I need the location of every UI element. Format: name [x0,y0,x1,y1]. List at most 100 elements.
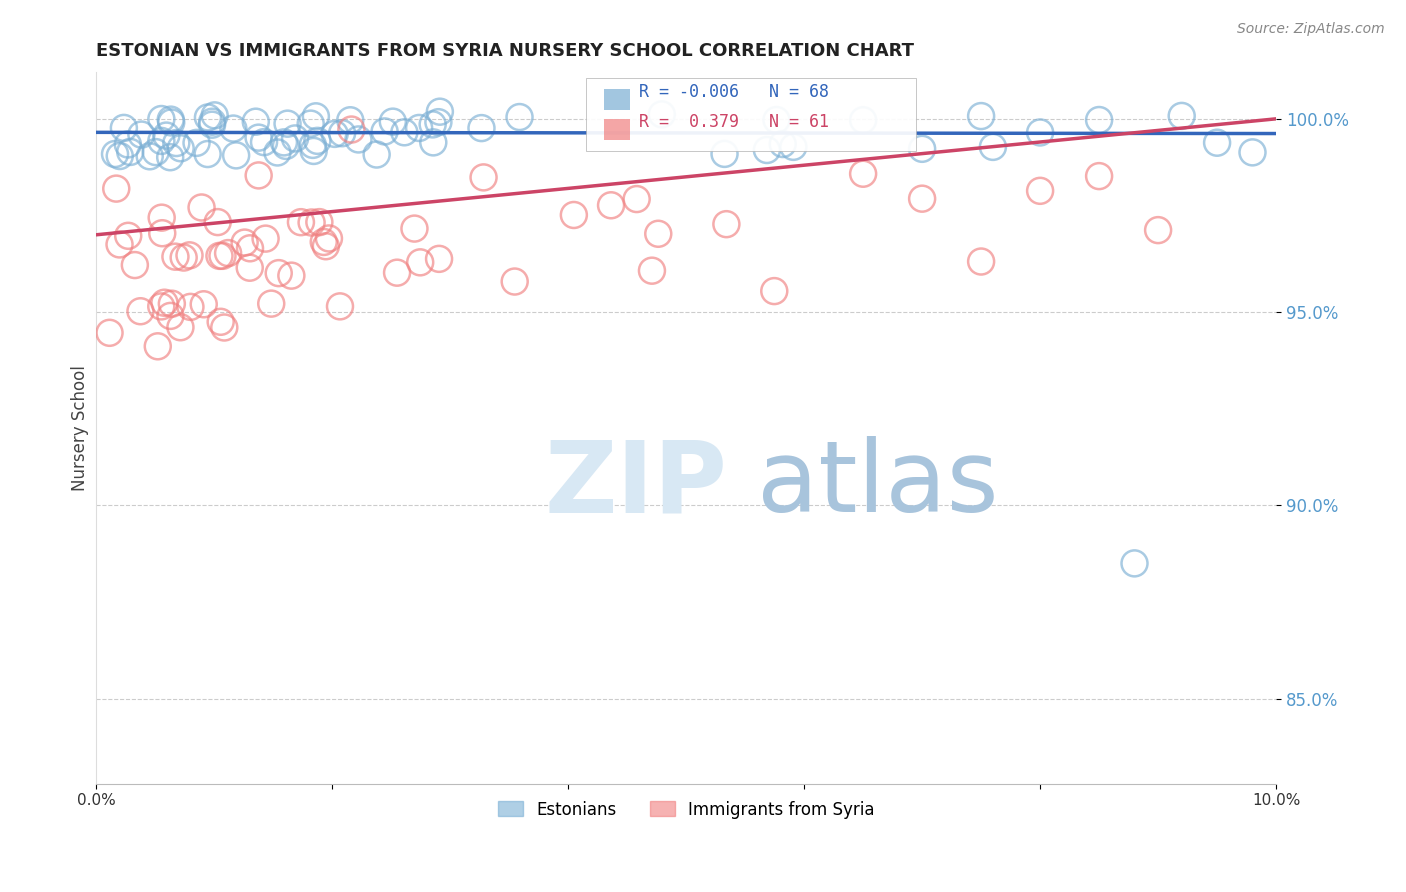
Point [117,137,139,152]
Point [302,144,325,158]
Point [160,296,183,310]
Bar [603,119,630,140]
Point [197,111,219,125]
Point [274,139,297,153]
Point [409,255,432,269]
Point [120,145,142,159]
Point [201,114,224,128]
Point [239,260,262,275]
Point [339,113,361,128]
Text: R =  0.379   N = 61: R = 0.379 N = 61 [638,113,830,131]
Point [208,249,231,263]
Point [374,124,396,138]
Point [911,192,934,206]
Y-axis label: Nursery School: Nursery School [72,365,89,491]
Point [159,309,181,323]
Point [509,110,531,124]
Point [155,128,177,143]
Point [112,120,135,135]
Point [318,231,340,245]
Point [970,109,993,123]
Text: ESTONIAN VS IMMIGRANTS FROM SYRIA NURSERY SCHOOL CORRELATION CHART: ESTONIAN VS IMMIGRANTS FROM SYRIA NURSER… [96,42,914,60]
Point [214,320,236,334]
Point [160,115,183,129]
Point [197,147,219,161]
Point [105,181,128,195]
Point [651,107,673,121]
Bar [603,89,630,110]
Point [408,120,430,135]
Point [239,241,262,255]
Point [329,299,352,313]
Point [852,113,875,128]
Point [277,117,299,131]
Point [427,252,450,266]
Point [165,136,187,150]
Point [970,254,993,268]
Point [394,125,416,139]
Point [755,143,778,157]
Point [315,239,337,253]
Point [1170,109,1192,123]
Point [193,297,215,311]
Legend: Estonians, Immigrants from Syria: Estonians, Immigrants from Syria [491,794,882,825]
Point [190,201,212,215]
Point [330,126,353,140]
Point [169,320,191,334]
Point [253,135,276,149]
Point [299,117,322,131]
Point [366,147,388,161]
Point [503,275,526,289]
Point [247,130,270,145]
Point [1147,223,1170,237]
Point [562,208,585,222]
Point [266,145,288,160]
Point [145,145,167,160]
Point [150,226,173,240]
Point [201,118,224,132]
Point [852,167,875,181]
Text: R = -0.006   N = 68: R = -0.006 N = 68 [638,83,830,102]
Point [1241,145,1264,160]
Point [150,112,173,126]
Point [422,117,444,131]
Point [117,228,139,243]
Point [1088,113,1111,128]
Point [404,221,426,235]
Point [911,142,934,156]
Point [211,249,233,263]
Point [600,198,623,212]
Text: ZIP: ZIP [544,436,727,533]
Point [186,136,208,150]
Point [260,296,283,310]
Point [173,251,195,265]
Point [124,258,146,272]
Point [284,131,307,145]
Point [1029,125,1052,139]
Point [217,246,239,260]
Point [139,149,162,163]
Point [765,113,787,128]
Point [254,232,277,246]
Point [290,215,312,229]
Point [146,339,169,353]
Point [716,217,738,231]
Point [179,248,201,262]
Point [131,128,153,142]
Point [1029,184,1052,198]
Point [159,150,181,164]
Point [169,141,191,155]
Point [422,136,444,150]
Point [98,326,121,340]
Point [301,137,323,152]
Point [323,127,346,141]
Point [165,250,187,264]
Point [273,136,295,150]
Point [245,114,267,128]
Point [280,268,302,283]
Point [305,109,328,123]
Point [470,121,492,136]
Text: Source: ZipAtlas.com: Source: ZipAtlas.com [1237,22,1385,37]
Point [713,147,735,161]
Point [301,215,323,229]
